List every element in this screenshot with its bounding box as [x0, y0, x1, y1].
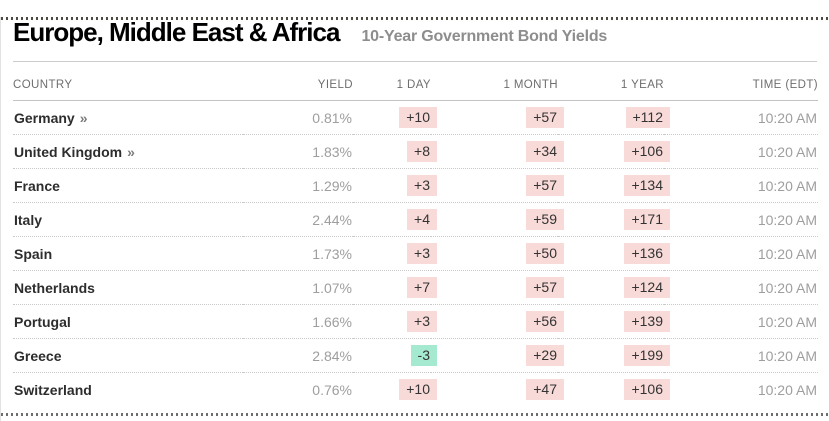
country-link-arrow[interactable]: » [79, 109, 88, 126]
time-value: 10:20 AM [757, 279, 817, 296]
yield-value: 1.07% [312, 279, 352, 296]
change-1month-badge: +34 [526, 141, 564, 162]
table-header-row: COUNTRY YIELD 1 DAY 1 MONTH 1 YEAR TIME … [13, 62, 818, 101]
change-1year-badge: +171 [624, 209, 670, 230]
change-1year-badge: +112 [625, 107, 670, 128]
country-name[interactable]: Germany [14, 109, 75, 126]
change-1day-badge: +10 [399, 379, 437, 400]
column-header-yield: YIELD [243, 62, 353, 101]
change-1month-badge: +50 [526, 243, 564, 264]
change-1month-badge: +57 [526, 277, 564, 298]
table-row: Switzerland 0.76% +10 +47 +106 10:20 AM [13, 373, 818, 407]
change-1month-badge: +59 [526, 209, 564, 230]
country-name: Portugal [14, 313, 71, 330]
yield-value: 2.84% [312, 347, 352, 364]
bond-yields-table: COUNTRY YIELD 1 DAY 1 MONTH 1 YEAR TIME … [13, 62, 818, 406]
country-name: France [14, 177, 60, 194]
time-value: 10:20 AM [757, 109, 817, 126]
country-link-arrow[interactable]: » [127, 143, 135, 160]
country-name[interactable]: United Kingdom [14, 143, 123, 160]
change-1day-badge: +3 [407, 243, 437, 264]
change-1day-badge: +7 [407, 277, 437, 298]
change-1month-badge: +57 [526, 175, 564, 196]
change-1year-badge: +106 [624, 379, 670, 400]
change-1day-badge: +10 [399, 107, 437, 128]
page-title: Europe, Middle East & Africa [13, 17, 340, 47]
change-1day-badge: +4 [407, 209, 437, 230]
column-header-time: TIME (EDT) [664, 62, 818, 101]
table-row: Germany» 0.81% +10 +57 +112 10:20 AM [13, 100, 818, 135]
column-header-1month: 1 MONTH [431, 62, 558, 101]
yield-value: 1.73% [312, 245, 352, 262]
time-value: 10:20 AM [757, 381, 817, 398]
column-header-1year: 1 YEAR [558, 62, 664, 101]
country-name: Spain [14, 245, 53, 262]
table-row: Spain 1.73% +3 +50 +136 10:20 AM [13, 236, 818, 271]
change-1year-badge: +124 [624, 277, 670, 298]
yield-value: 2.44% [312, 211, 352, 228]
section-header: Europe, Middle East & Africa 10-Year Gov… [13, 17, 817, 62]
time-value: 10:20 AM [757, 143, 817, 160]
table-row: United Kingdom» 1.83% +8 +34 +106 10:20 … [13, 134, 818, 169]
time-value: 10:20 AM [757, 245, 817, 262]
change-1month-badge: +56 [526, 311, 564, 332]
column-header-1day: 1 DAY [353, 62, 431, 101]
time-value: 10:20 AM [757, 177, 817, 194]
column-header-country: COUNTRY [13, 62, 243, 101]
table-row: Italy 2.44% +4 +59 +171 10:20 AM [13, 202, 818, 237]
yield-value: 0.76% [312, 381, 352, 398]
country-name: Greece [14, 347, 62, 364]
change-1month-badge: +57 [526, 107, 564, 128]
page-subtitle: 10-Year Government Bond Yields [361, 28, 608, 45]
change-1day-badge: +3 [407, 175, 437, 196]
change-1day-badge: +3 [407, 311, 437, 332]
country-name: Netherlands [14, 279, 95, 296]
table-row: Portugal 1.66% +3 +56 +139 10:20 AM [13, 304, 818, 339]
change-1year-badge: +136 [624, 243, 670, 264]
yield-value: 1.66% [312, 313, 352, 330]
yield-value: 0.81% [312, 109, 352, 126]
change-1day-badge: -3 [410, 345, 437, 366]
change-1year-badge: +106 [624, 141, 670, 162]
time-value: 10:20 AM [757, 211, 817, 228]
country-name: Italy [14, 211, 43, 228]
change-1year-badge: +139 [624, 311, 670, 332]
change-1year-badge: +199 [624, 345, 670, 366]
table-row: Netherlands 1.07% +7 +57 +124 10:20 AM [13, 270, 818, 305]
change-1month-badge: +47 [526, 379, 564, 400]
time-value: 10:20 AM [757, 347, 817, 364]
change-1day-badge: +8 [407, 141, 437, 162]
table-row: France 1.29% +3 +57 +134 10:20 AM [13, 168, 818, 203]
change-1month-badge: +29 [526, 345, 564, 366]
country-name: Switzerland [14, 381, 92, 398]
bottom-dotted-divider [1, 413, 829, 416]
table-row: Greece 2.84% -3 +29 +199 10:20 AM [13, 338, 818, 373]
yield-value: 1.29% [312, 177, 352, 194]
top-dotted-divider [1, 17, 829, 20]
change-1year-badge: +134 [624, 175, 670, 196]
yield-value: 1.83% [312, 143, 352, 160]
time-value: 10:20 AM [757, 313, 817, 330]
